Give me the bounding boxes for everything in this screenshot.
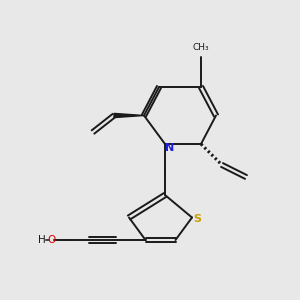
Text: H: H [38, 235, 46, 245]
Polygon shape [114, 113, 144, 118]
Text: O: O [48, 235, 56, 245]
Text: S: S [194, 214, 201, 224]
Text: N: N [165, 142, 174, 153]
Text: CH₃: CH₃ [193, 44, 209, 52]
